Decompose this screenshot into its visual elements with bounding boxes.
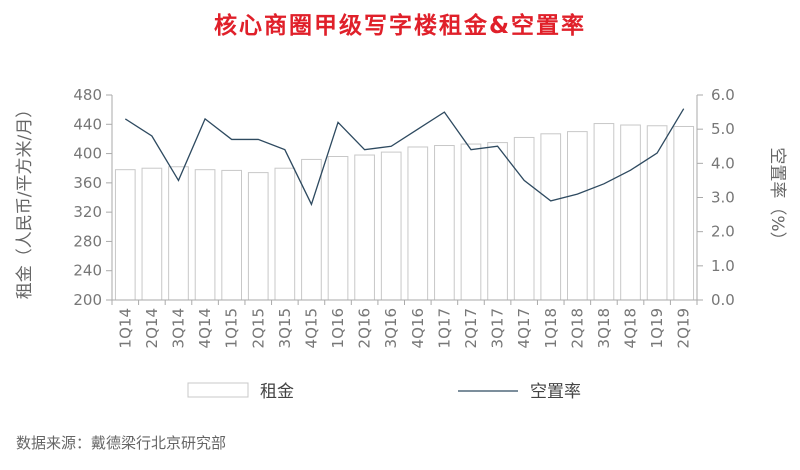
x-tick-label-3Q18: 3Q18 — [595, 308, 613, 348]
bar-rent-2Q17 — [460, 143, 482, 301]
x-tick-label-1Q14: 1Q14 — [116, 308, 134, 348]
x-tick-label-4Q15: 4Q15 — [302, 308, 320, 348]
y-left-tick-label: 280 — [73, 232, 102, 250]
x-tick-label-3Q15: 3Q15 — [276, 308, 294, 348]
bar-rent-3Q16 — [380, 151, 402, 301]
bar-rent-2Q14 — [141, 167, 163, 301]
bar-rent-4Q17 — [513, 136, 535, 301]
y-left-tick-label: 440 — [73, 115, 102, 133]
legend-label-rent: 租金 — [260, 382, 294, 402]
y-right-tick-label: 0.0 — [711, 291, 735, 309]
bar-rent-3Q18 — [593, 123, 615, 301]
bar-rent-2Q18 — [567, 131, 588, 301]
bar-rent-2Q15 — [247, 172, 269, 301]
y-right-tick-label: 1.0 — [711, 257, 735, 275]
y-right-tick-label: 4.0 — [711, 154, 735, 172]
bar-rent-3Q15 — [274, 167, 296, 301]
x-tick-label-2Q15: 2Q15 — [249, 308, 267, 348]
x-tick-label-4Q16: 4Q16 — [409, 308, 427, 348]
bar-rent-2Q16 — [354, 154, 375, 301]
y-left-tick-label: 200 — [73, 291, 102, 309]
chart-title: 核心商圈甲级写字楼租金&空置率 — [213, 13, 587, 39]
bar-rent-1Q15 — [221, 169, 242, 301]
y-right-tick-label: 3.0 — [711, 189, 735, 207]
bar-rent-1Q18 — [540, 133, 562, 301]
x-tick-label-4Q14: 4Q14 — [196, 308, 214, 348]
x-tick-label-3Q14: 3Q14 — [169, 308, 187, 348]
bar-rent-1Q17 — [434, 145, 455, 301]
x-tick-label-1Q18: 1Q18 — [542, 308, 560, 348]
y-left-tick-label: 320 — [73, 203, 102, 221]
y-axis-right-label: 空置率（%） — [767, 147, 787, 248]
x-tick-label-2Q19: 2Q19 — [675, 308, 693, 348]
x-tick-label-2Q14: 2Q14 — [143, 308, 161, 348]
y-left-tick-label: 480 — [73, 86, 102, 104]
x-tick-label-1Q16: 1Q16 — [329, 308, 347, 348]
bar-rent-4Q14 — [194, 169, 216, 301]
bar-rent-4Q16 — [407, 146, 429, 301]
x-tick-label-4Q18: 4Q18 — [622, 308, 640, 348]
legend-label-vacancy: 空置率 — [530, 382, 581, 402]
line-series-vacancy — [124, 108, 685, 207]
y-left-tick-label: 400 — [73, 145, 102, 163]
bar-rent-4Q18 — [620, 124, 641, 301]
bar-rent-4Q15 — [301, 158, 322, 301]
legend-swatch-rent — [187, 382, 249, 398]
axes — [106, 94, 703, 305]
source-note: 数据来源：戴德梁行北京研究部 — [16, 434, 227, 452]
x-tick-label-1Q17: 1Q17 — [435, 308, 453, 348]
x-tick-label-1Q19: 1Q19 — [648, 308, 666, 348]
x-tick-label-1Q15: 1Q15 — [223, 308, 241, 348]
bar-rent-1Q16 — [327, 156, 349, 301]
bar-rent-3Q17 — [487, 142, 508, 301]
tick-labels: 480 440 400 360 320 280 240 200 6.0 5.0 4.0 3.0 2.0 1… — [73, 86, 735, 348]
y-right-tick-label: 5.0 — [711, 120, 735, 138]
bar-rent-3Q14 — [168, 166, 189, 301]
y-axis-left-label: 租金（人民币/平方米/月） — [15, 101, 35, 299]
y-right-tick-label: 2.0 — [711, 223, 735, 241]
bar-rent-2Q19 — [673, 125, 695, 301]
legend: 租金 空置率 — [187, 382, 581, 402]
x-tick-label-2Q16: 2Q16 — [356, 308, 374, 348]
x-tick-label-2Q18: 2Q18 — [568, 308, 586, 348]
x-tick-label-3Q17: 3Q17 — [489, 308, 507, 348]
x-tick-label-4Q17: 4Q17 — [515, 308, 533, 348]
y-left-tick-label: 240 — [73, 262, 102, 280]
bar-rent-1Q14 — [114, 169, 136, 301]
x-tick-label-2Q17: 2Q17 — [462, 308, 480, 348]
y-left-tick-label: 360 — [73, 174, 102, 192]
x-tick-label-3Q16: 3Q16 — [382, 308, 400, 348]
bar-series-rent — [114, 123, 695, 301]
y-right-tick-label: 6.0 — [711, 86, 735, 104]
